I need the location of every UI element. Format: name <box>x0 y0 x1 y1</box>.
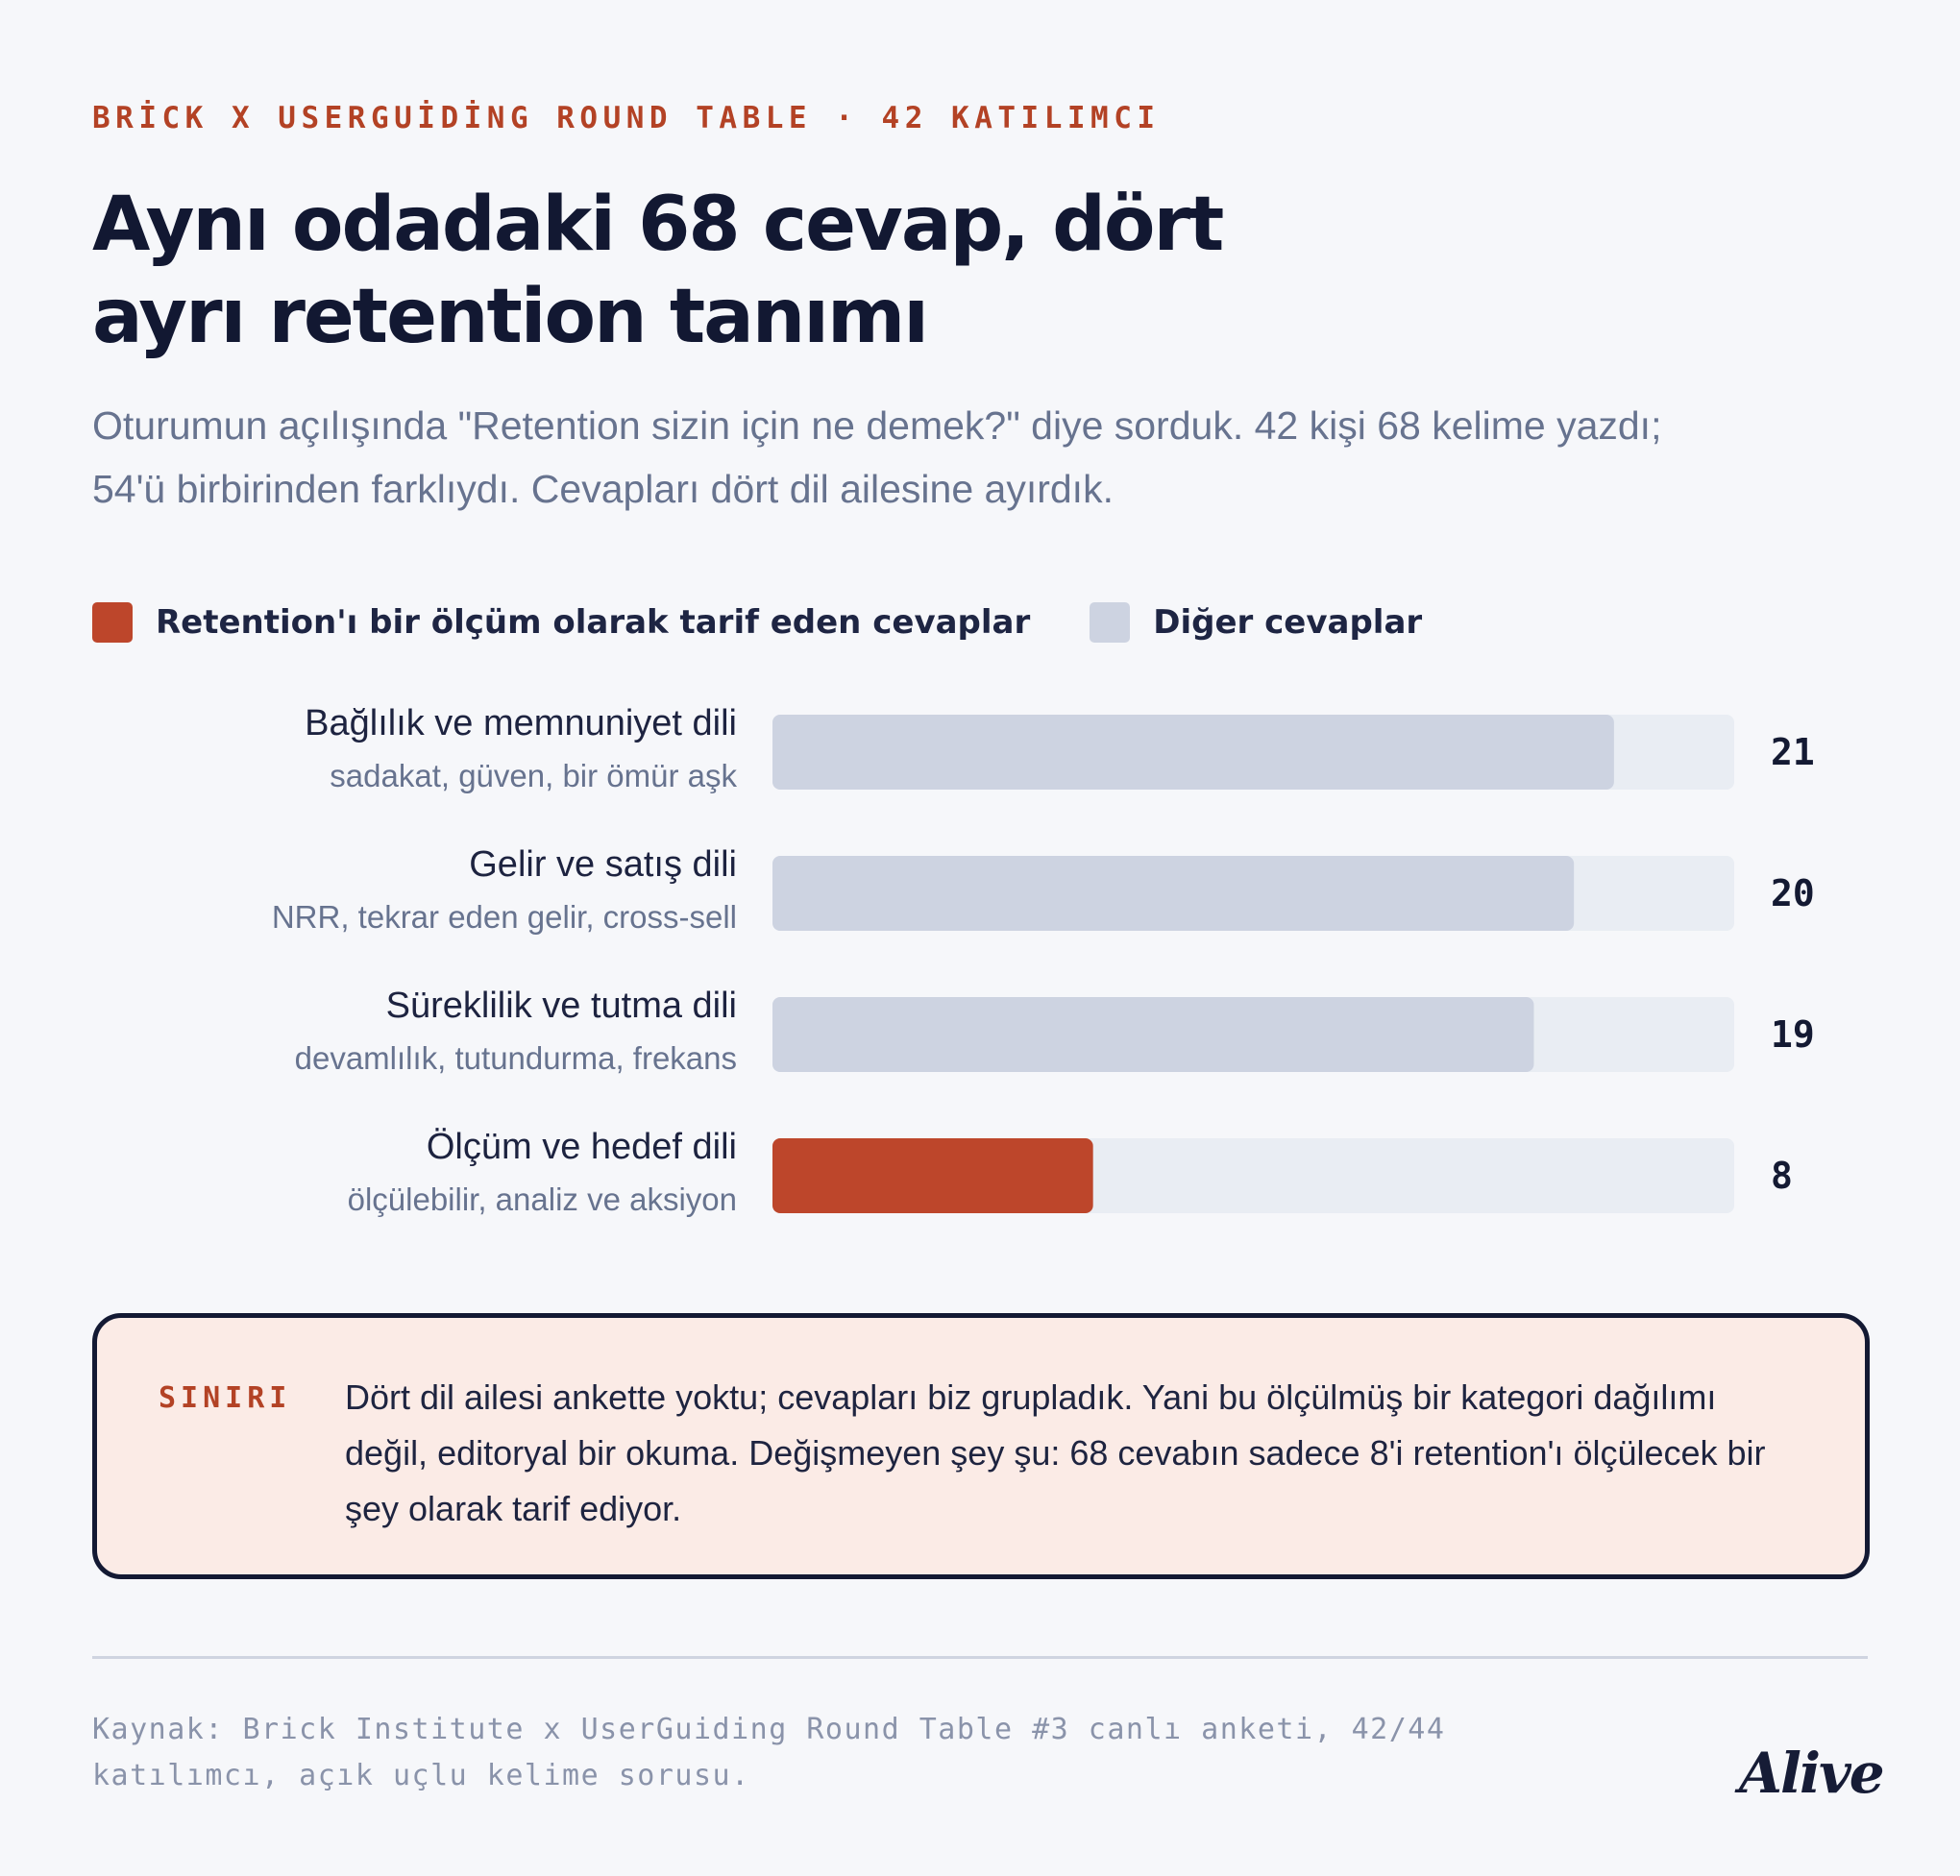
legend-label-other: Diğer cevaplar <box>1153 603 1423 642</box>
category-sublabel: ölçülebilir, analiz ve aksiyon <box>348 1182 737 1217</box>
alive-logo: Alive <box>1739 1741 1885 1806</box>
legend-swatch-highlight <box>92 602 133 643</box>
subtitle: Oturumun açılışında "Retention sizin içi… <box>92 403 1662 511</box>
category-label: Ölçüm ve hedef dili <box>427 1127 737 1167</box>
page-title: Aynı odadaki 68 cevap, dört ayrı retenti… <box>92 182 1224 360</box>
source-note: Kaynak: Brick Institute x UserGuiding Ro… <box>92 1713 1446 1792</box>
bar <box>772 715 1614 790</box>
category-sublabel: devamlılık, tutundurma, frekans <box>295 1040 737 1076</box>
category-sublabel: NRR, tekrar eden gelir, cross-sell <box>272 899 737 935</box>
legend-swatch-other <box>1090 602 1131 643</box>
bar <box>772 1138 1093 1213</box>
bar <box>772 997 1534 1072</box>
legend-item-other: Diğer cevaplar <box>1090 602 1422 643</box>
callout-text: Dört dil ailesi ankette yoktu; cevapları… <box>345 1377 1766 1528</box>
footer-divider <box>92 1656 1868 1659</box>
chart-legend: Retention'ı bir ölçüm olarak tarif eden … <box>92 599 1482 646</box>
kicker: BRİCK X USERGUİDİNG ROUND TABLE · 42 KAT… <box>92 101 1161 135</box>
category-sublabel: sadakat, güven, bir ömür aşk <box>330 758 737 793</box>
callout-label: SINIRI <box>159 1381 292 1415</box>
data-label: 8 <box>1771 1155 1793 1197</box>
category-label: Bağlılık ve memnuniyet dili <box>305 703 737 743</box>
data-label: 21 <box>1771 731 1815 773</box>
category-label: Gelir ve satış dili <box>469 844 737 885</box>
category-label: Süreklilik ve tutma dili <box>386 986 737 1026</box>
limitation-callout: SINIRI Dört dil ailesi ankette yoktu; ce… <box>92 1313 1870 1579</box>
legend-item-highlight: Retention'ı bir ölçüm olarak tarif eden … <box>92 602 1030 643</box>
legend-label-highlight: Retention'ı bir ölçüm olarak tarif eden … <box>156 603 1031 642</box>
data-label: 20 <box>1771 872 1815 914</box>
bar <box>772 856 1575 931</box>
data-label: 19 <box>1771 1013 1815 1056</box>
